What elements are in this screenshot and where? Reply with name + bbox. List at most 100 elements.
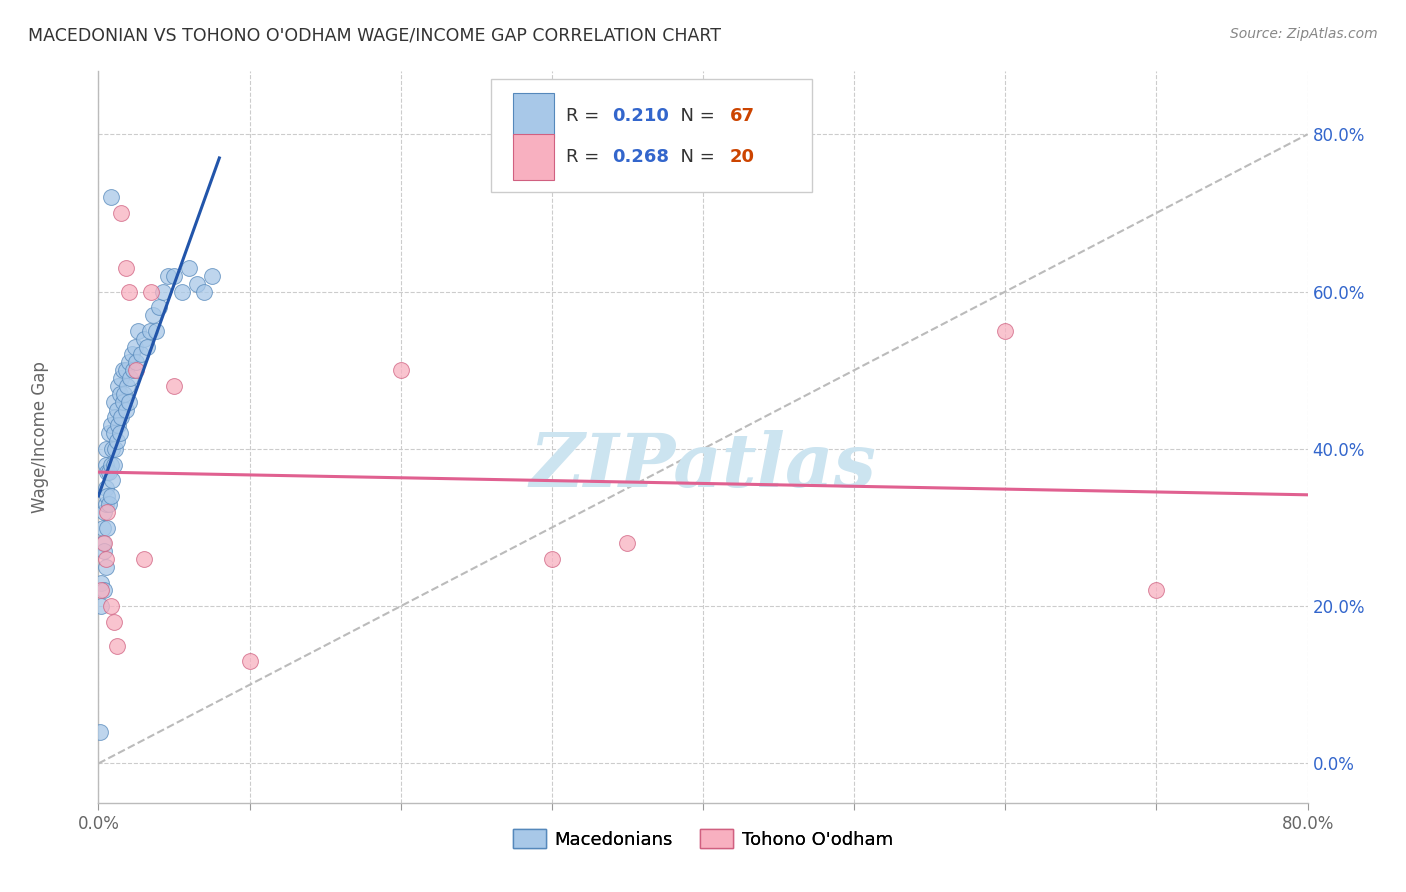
Point xyxy=(93,536,115,550)
Point xyxy=(105,639,128,653)
Point xyxy=(239,654,262,668)
Point xyxy=(132,552,155,566)
Point xyxy=(90,599,112,614)
Point xyxy=(616,536,638,550)
Point xyxy=(129,347,152,361)
Text: 0.210: 0.210 xyxy=(613,107,669,125)
Point xyxy=(112,387,135,401)
Point xyxy=(105,402,128,417)
Point xyxy=(125,355,148,369)
Point xyxy=(90,583,112,598)
Point xyxy=(100,190,122,204)
Point xyxy=(121,347,143,361)
Point xyxy=(103,426,125,441)
Point xyxy=(93,505,115,519)
Text: Wage/Income Gap: Wage/Income Gap xyxy=(31,361,49,513)
Point xyxy=(91,520,114,534)
Point xyxy=(163,379,186,393)
Point xyxy=(103,394,125,409)
Point xyxy=(186,277,208,291)
Point xyxy=(105,434,128,448)
Legend: Macedonians, Tohono O'odham: Macedonians, Tohono O'odham xyxy=(506,822,900,856)
Point xyxy=(94,442,117,456)
Text: 67: 67 xyxy=(730,107,755,125)
Text: 20: 20 xyxy=(730,148,755,166)
Point xyxy=(114,402,136,417)
Point xyxy=(135,340,157,354)
Point xyxy=(107,418,129,433)
Point xyxy=(93,583,115,598)
Text: R =: R = xyxy=(567,107,606,125)
Point xyxy=(98,466,121,480)
Point xyxy=(127,324,149,338)
Point xyxy=(179,260,201,275)
Point xyxy=(145,324,167,338)
Point xyxy=(118,394,141,409)
Point xyxy=(111,363,134,377)
Point xyxy=(142,308,165,322)
Text: MACEDONIAN VS TOHONO O'ODHAM WAGE/INCOME GAP CORRELATION CHART: MACEDONIAN VS TOHONO O'ODHAM WAGE/INCOME… xyxy=(28,27,721,45)
Point xyxy=(94,458,117,472)
Text: ZIPatlas: ZIPatlas xyxy=(530,430,876,502)
Point xyxy=(201,268,224,283)
Point xyxy=(156,268,179,283)
Point xyxy=(103,458,125,472)
Point xyxy=(100,599,122,614)
Text: Source: ZipAtlas.com: Source: ZipAtlas.com xyxy=(1230,27,1378,41)
Point xyxy=(100,418,122,433)
Point xyxy=(193,285,215,299)
Point xyxy=(91,536,114,550)
Point xyxy=(132,332,155,346)
Point xyxy=(94,552,117,566)
Text: N =: N = xyxy=(669,107,721,125)
Point xyxy=(98,497,121,511)
Point xyxy=(170,285,193,299)
Point xyxy=(110,410,132,425)
Point xyxy=(111,394,134,409)
Point xyxy=(100,458,122,472)
Point xyxy=(94,497,117,511)
Point xyxy=(101,442,124,456)
Point xyxy=(108,426,131,441)
Point xyxy=(107,379,129,393)
Point xyxy=(540,552,562,566)
Text: R =: R = xyxy=(567,148,606,166)
Point xyxy=(152,285,174,299)
Point xyxy=(101,473,124,487)
Point xyxy=(104,442,127,456)
Point xyxy=(1144,583,1167,598)
Point xyxy=(124,340,146,354)
Point xyxy=(90,575,112,590)
Point xyxy=(139,324,162,338)
Point xyxy=(104,410,127,425)
Point xyxy=(96,466,118,480)
Point xyxy=(114,260,136,275)
Point xyxy=(96,520,118,534)
Point xyxy=(94,481,117,495)
Point xyxy=(118,285,141,299)
Point xyxy=(110,206,132,220)
Point xyxy=(148,301,170,315)
Point xyxy=(389,363,412,377)
Point xyxy=(89,725,111,739)
Point xyxy=(122,363,145,377)
Point xyxy=(125,363,148,377)
Text: N =: N = xyxy=(669,148,721,166)
Point xyxy=(100,489,122,503)
Point xyxy=(103,615,125,629)
Point xyxy=(118,355,141,369)
Point xyxy=(163,268,186,283)
Point xyxy=(94,559,117,574)
FancyBboxPatch shape xyxy=(492,78,811,192)
Point xyxy=(110,371,132,385)
Point xyxy=(141,285,163,299)
Point xyxy=(108,387,131,401)
Point xyxy=(120,371,142,385)
Point xyxy=(994,324,1017,338)
Point xyxy=(93,544,115,558)
FancyBboxPatch shape xyxy=(513,93,554,138)
Point xyxy=(114,363,136,377)
FancyBboxPatch shape xyxy=(513,135,554,180)
Text: 0.268: 0.268 xyxy=(613,148,669,166)
Point xyxy=(98,426,121,441)
